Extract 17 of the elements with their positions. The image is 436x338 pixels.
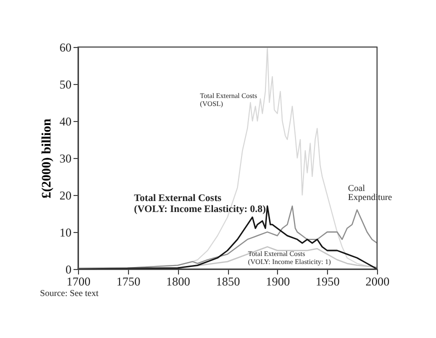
x-tick-label: 2000 bbox=[366, 274, 390, 288]
x-tick-label: 1700 bbox=[66, 274, 90, 288]
y-tick-label: 50 bbox=[60, 78, 72, 92]
x-tick-label: 1750 bbox=[116, 274, 140, 288]
y-axis-title: £(2000) billion bbox=[38, 118, 54, 198]
source-note: Source: See text bbox=[40, 288, 99, 298]
y-tick-label: 30 bbox=[60, 152, 72, 166]
y-tick-label: 20 bbox=[60, 188, 72, 202]
x-tick-label: 1800 bbox=[166, 274, 190, 288]
x-tick-label: 1950 bbox=[316, 274, 340, 288]
y-tick-label: 10 bbox=[60, 226, 72, 240]
y-tick-label: 0 bbox=[66, 262, 72, 276]
y-tick-label: 60 bbox=[60, 40, 72, 54]
x-tick-label: 1900 bbox=[266, 274, 290, 288]
x-tick-label: 1850 bbox=[216, 274, 240, 288]
series-label: Total External Costs (VOLY: Income Elasticity: 0.8) bbox=[134, 193, 266, 215]
y-tick-label: 40 bbox=[60, 114, 72, 128]
